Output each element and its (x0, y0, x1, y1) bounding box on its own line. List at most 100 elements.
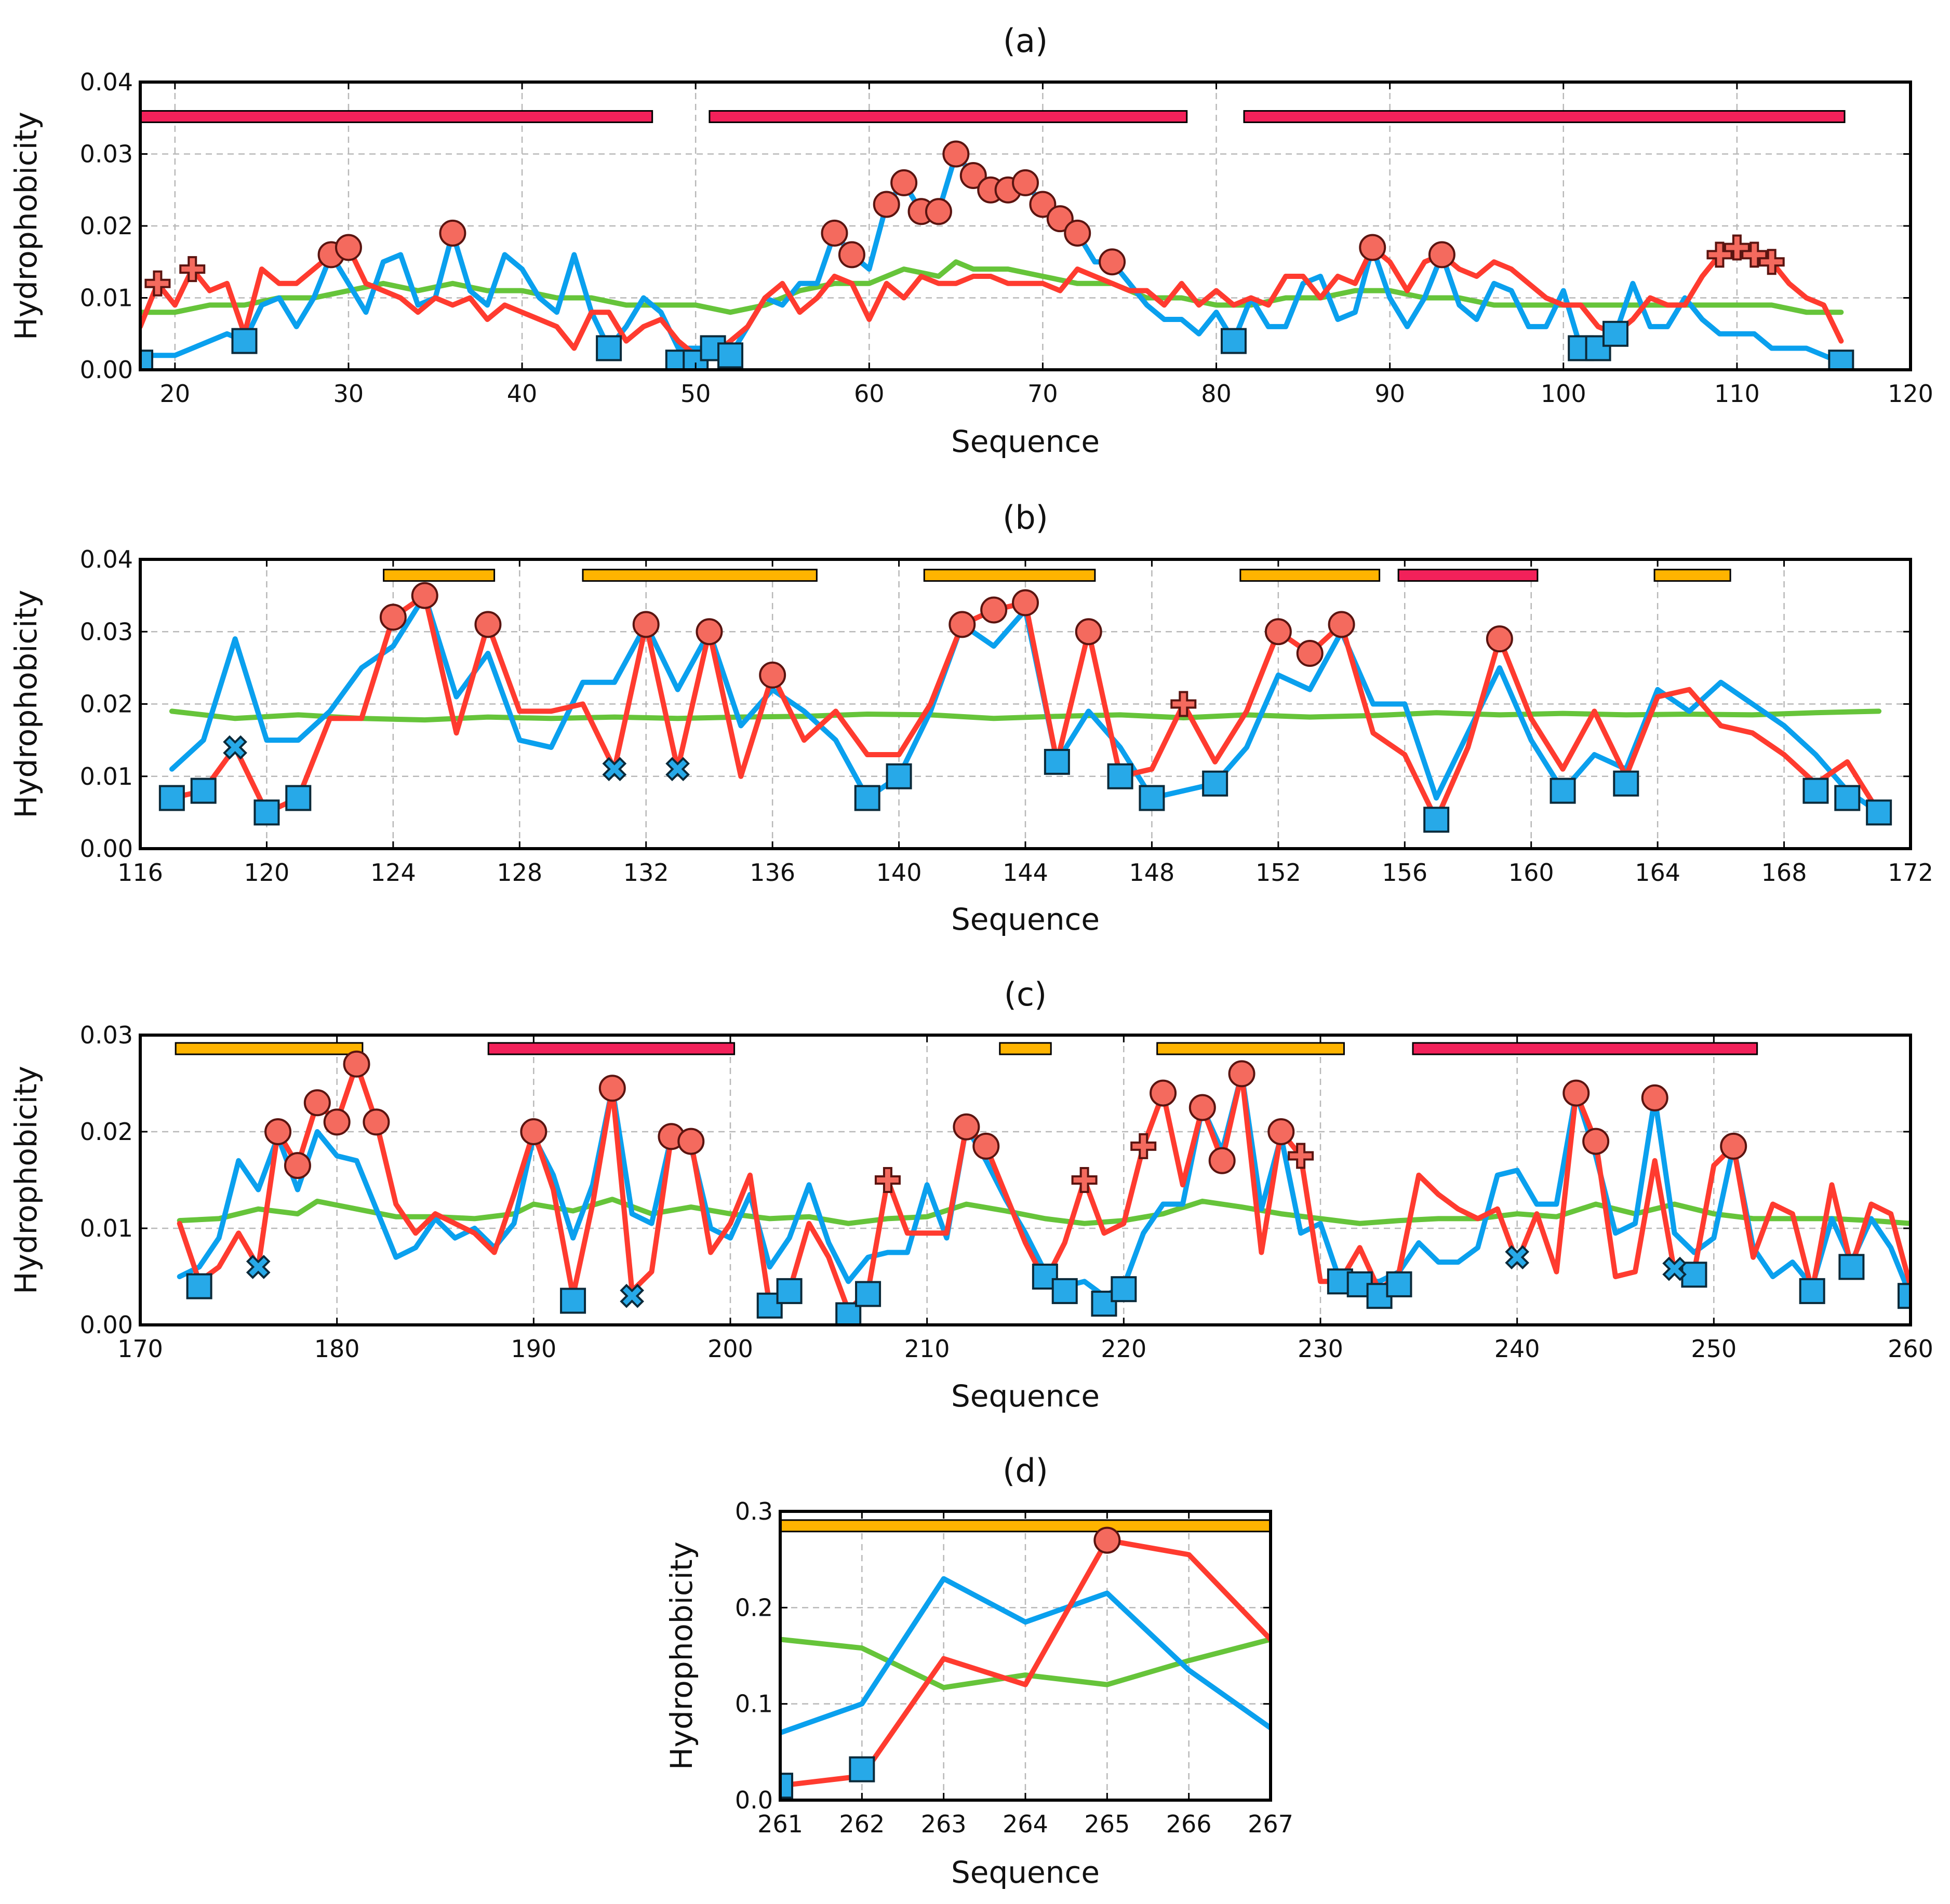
x-tick-label: 260 (1888, 1335, 1933, 1363)
circle-marker (1188, 1094, 1216, 1121)
panel-a: 20 30 40 50 60 70 80 90 100 110 120 0.00 0.01 0.02 0.0… (8, 22, 1933, 459)
x-tick-label: 220 (1101, 1335, 1146, 1363)
square-marker (285, 785, 312, 811)
panel-title: (b) (1003, 499, 1048, 537)
plus-marker (1170, 691, 1197, 717)
panel-title: (d) (1003, 1452, 1048, 1490)
circle-marker (873, 191, 900, 218)
square-marker (780, 1773, 793, 1799)
x-tick-label: 110 (1714, 380, 1760, 408)
circle-marker (1075, 618, 1102, 646)
circle-marker (1267, 1118, 1295, 1145)
x-axis-label: Sequence (951, 1378, 1100, 1414)
y-tick-label: 0.03 (80, 140, 133, 168)
x-tick-label: 140 (876, 859, 922, 887)
x-tick-label: 40 (507, 380, 538, 408)
x-marker (602, 757, 627, 782)
x-tick-label: 70 (1027, 380, 1058, 408)
plus-marker (1706, 242, 1733, 268)
square-marker (1838, 1254, 1865, 1280)
y-axis-label: Hydrophobicity (664, 1541, 699, 1770)
y-tick-label: 0.01 (80, 1214, 133, 1242)
y-tick-label: 0.00 (80, 356, 133, 384)
panel-d: 261 262 263 264 265 266 267 0.0 0.1 0.2 0.3 (d) Sequ… (664, 1452, 1293, 1890)
circle-marker (949, 611, 976, 638)
segment-bar (140, 110, 653, 123)
circle-marker (335, 234, 362, 261)
y-tick-label: 0.3 (735, 1497, 773, 1525)
square-marker (1386, 1271, 1412, 1297)
plus-marker (144, 270, 171, 297)
square-marker (1550, 777, 1576, 804)
x-marker (246, 1255, 271, 1279)
x-tick-label: 80 (1201, 380, 1232, 408)
circle-marker (677, 1128, 705, 1155)
y-axis-label: Hydrophobicity (8, 112, 44, 340)
y-tick-label: 0.04 (80, 545, 133, 573)
x-tick-label: 136 (750, 859, 795, 887)
circle-marker (1296, 640, 1324, 667)
square-marker (717, 342, 743, 369)
x-tick-label: 240 (1494, 1335, 1540, 1363)
circle-marker (1208, 1147, 1236, 1174)
x-tick-label: 250 (1691, 1335, 1737, 1363)
x-tick-label: 148 (1129, 859, 1175, 887)
square-marker (1051, 1278, 1078, 1304)
square-marker (158, 785, 185, 811)
square-marker (1828, 350, 1854, 370)
circle-marker (363, 1108, 390, 1136)
series-line-blue (780, 1576, 1271, 1736)
y-axis-label: Hydrophobicity (8, 1066, 44, 1294)
x-tick-label: 30 (333, 380, 364, 408)
x-tick-label: 116 (117, 859, 163, 887)
circle-marker (520, 1118, 547, 1145)
circle-marker (1720, 1132, 1747, 1160)
x-axis-label: Sequence (951, 424, 1100, 459)
y-tick-label: 0.02 (80, 212, 133, 240)
x-tick-label: 152 (1256, 859, 1301, 887)
y-tick-label: 0.2 (735, 1593, 773, 1621)
segment-bar (383, 569, 496, 582)
segment-bar (923, 569, 1096, 582)
x-tick-label: 262 (839, 1810, 885, 1838)
square-marker (186, 1273, 212, 1299)
y-tick-label: 0.01 (80, 762, 133, 790)
circle-marker (1486, 625, 1513, 653)
circle-marker (972, 1132, 1000, 1160)
x-marker (1662, 1256, 1687, 1281)
plot-area (780, 1519, 1271, 1799)
circle-marker (1012, 169, 1039, 196)
x-tick-label: 210 (904, 1335, 950, 1363)
square-marker (253, 799, 280, 826)
x-tick-label: 265 (1084, 1810, 1130, 1838)
plot-area (140, 110, 1854, 370)
plus-marker (874, 1167, 901, 1193)
x-marker (1505, 1245, 1530, 1270)
circle-marker (1264, 618, 1292, 646)
square-marker (1602, 320, 1628, 347)
circle-marker (1046, 205, 1074, 233)
circle-marker (474, 611, 502, 638)
circle-marker (696, 618, 723, 646)
x-tick-label: 180 (314, 1335, 360, 1363)
y-tick-label: 0.1 (735, 1690, 773, 1718)
segment-bar (999, 1042, 1052, 1055)
circle-marker (343, 1050, 370, 1078)
circle-marker (1150, 1079, 1177, 1107)
x-tick-label: 230 (1298, 1335, 1343, 1363)
y-axis-label: Hydrophobicity (8, 590, 44, 819)
circle-marker (838, 241, 865, 269)
y-tick-label: 0.03 (80, 1021, 133, 1049)
segment-bar (1156, 1042, 1345, 1055)
x-tick-label: 164 (1635, 859, 1680, 887)
x-tick-label: 190 (511, 1335, 556, 1363)
plus-marker (1758, 249, 1785, 275)
square-marker (140, 350, 153, 370)
x-marker (665, 757, 690, 782)
y-tick-label: 0.04 (80, 68, 133, 96)
square-marker (1107, 763, 1133, 789)
square-marker (1139, 785, 1165, 811)
circle-marker (1328, 611, 1355, 638)
circle-marker (1428, 241, 1455, 269)
